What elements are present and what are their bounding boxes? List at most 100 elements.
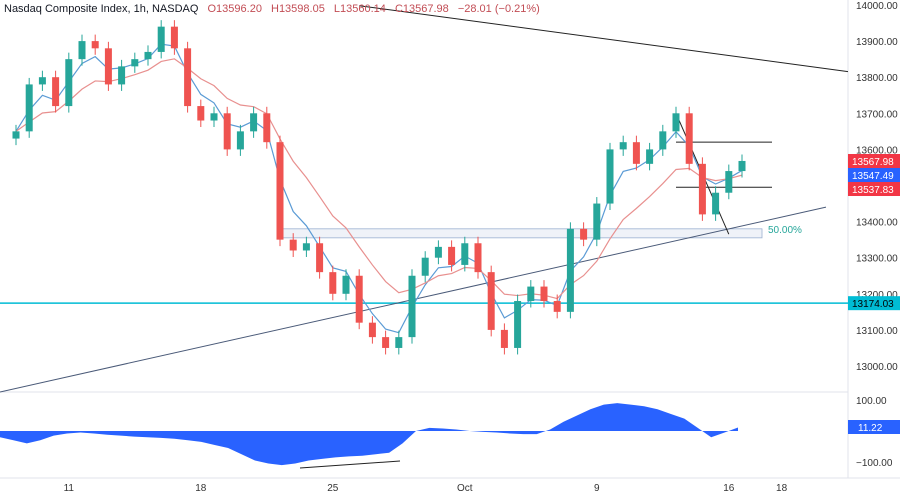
price-label: 13547.49: [852, 171, 894, 182]
candle-body: [434, 246, 442, 258]
ohlc-open: O13596.20: [207, 3, 262, 15]
fib-level-label: 50.00%: [768, 225, 802, 236]
candle-body: [500, 329, 508, 348]
price-tick-label: 13800.00: [856, 73, 898, 84]
candle-body: [553, 301, 561, 312]
price-tick-label: 13700.00: [856, 109, 898, 120]
divergence-line: [299, 460, 401, 469]
candle-body: [368, 322, 376, 338]
candle-body: [329, 272, 337, 294]
candle-body: [78, 41, 86, 60]
time-tick-label: 18: [195, 483, 207, 494]
ohlc-close: C13567.98: [394, 3, 449, 15]
candle-body: [197, 106, 205, 121]
candle-body: [276, 142, 284, 240]
candle-body: [474, 243, 482, 273]
candle-body: [342, 275, 350, 294]
time-tick-label: Oct: [457, 483, 473, 494]
candle-body: [289, 239, 297, 251]
price-label: 13537.83: [852, 185, 894, 196]
price-tick-label: 13300.00: [856, 254, 898, 265]
candle-body: [236, 131, 244, 150]
price-tick-label: 13600.00: [856, 145, 898, 156]
symbol-legend[interactable]: Nasdaq Composite Index, 1h, NASDAQ O1359…: [4, 3, 540, 15]
candle-body: [619, 142, 627, 150]
time-tick-label: 11: [64, 483, 75, 494]
symbol-title: Nasdaq Composite Index, 1h, NASDAQ: [4, 3, 199, 15]
time-tick-label: 16: [723, 483, 735, 494]
candle-body: [38, 77, 46, 85]
price-tick-label: 13400.00: [856, 218, 898, 229]
candle-body: [104, 48, 112, 85]
candle-body: [487, 272, 495, 330]
candle-body: [712, 192, 720, 215]
candle-body: [144, 51, 152, 60]
ema-fast-line: [15, 43, 743, 334]
candle-body: [316, 243, 324, 273]
candle-body: [25, 84, 33, 132]
candle-body: [448, 246, 456, 265]
candle-body: [698, 163, 706, 215]
candle-body: [118, 66, 126, 85]
candle-body: [593, 203, 601, 240]
ohlc-change: −28.01 (−0.21%): [457, 3, 540, 15]
candle-body: [421, 257, 429, 276]
candle-body: [540, 286, 548, 302]
price-label-bg: [848, 154, 900, 168]
ohlc-low: L13560.14: [333, 3, 386, 15]
price-tick-label: 13200.00: [856, 290, 898, 301]
candle-body: [52, 77, 60, 107]
time-tick-label: 18: [776, 483, 788, 494]
candle-body: [738, 160, 746, 172]
candle-body: [263, 113, 271, 143]
oscillator-value-bg: [848, 420, 900, 434]
candle-body: [12, 131, 20, 139]
time-tick-label: 9: [594, 483, 600, 494]
candle-body: [659, 131, 667, 150]
candle-body: [672, 113, 680, 132]
ema-slow-line: [15, 58, 743, 300]
oscillator-tick-label: 100.00: [856, 396, 887, 407]
candle-body: [685, 113, 693, 164]
candle-body: [302, 243, 310, 251]
candle-body: [210, 113, 218, 121]
candle-body: [527, 286, 535, 302]
ohlc-high: H13598.05: [271, 3, 325, 15]
price-tick-label: 14000.00: [856, 1, 898, 12]
candle-body: [646, 149, 654, 164]
candle-body: [632, 142, 640, 164]
price-tick-label: 13000.00: [856, 362, 898, 373]
candle-body: [514, 301, 522, 348]
candle-body: [566, 228, 574, 312]
candle-body: [408, 275, 416, 338]
candle-body: [606, 149, 614, 204]
candle-body: [91, 41, 99, 49]
trendline: [359, 5, 849, 73]
candle-body: [65, 59, 73, 107]
candle-body: [184, 48, 192, 107]
candle-body: [461, 243, 469, 265]
price-tick-label: 13900.00: [856, 37, 898, 48]
price-tick-label: 13100.00: [856, 326, 898, 337]
candle-body: [223, 113, 231, 150]
price-label: 13567.98: [852, 157, 894, 168]
price-label-bg: [848, 182, 900, 196]
oscillator-value-label: 11.22: [858, 423, 883, 434]
oscillator-tick-label: −100.00: [856, 458, 893, 469]
candle-body: [395, 337, 403, 348]
oscillator-area: [0, 403, 738, 466]
candle-body: [355, 275, 363, 323]
candle-body: [131, 59, 139, 67]
candle-body: [725, 171, 733, 193]
price-label-bg: [848, 168, 900, 182]
candle-body: [170, 26, 178, 49]
support-price-label-bg: [848, 296, 900, 311]
candle-body: [382, 337, 390, 348]
support-price-label: 13174.03: [852, 299, 894, 310]
candle-body: [580, 228, 588, 240]
time-tick-label: 25: [327, 483, 339, 494]
candle-body: [250, 113, 258, 132]
candle-body: [157, 26, 165, 52]
